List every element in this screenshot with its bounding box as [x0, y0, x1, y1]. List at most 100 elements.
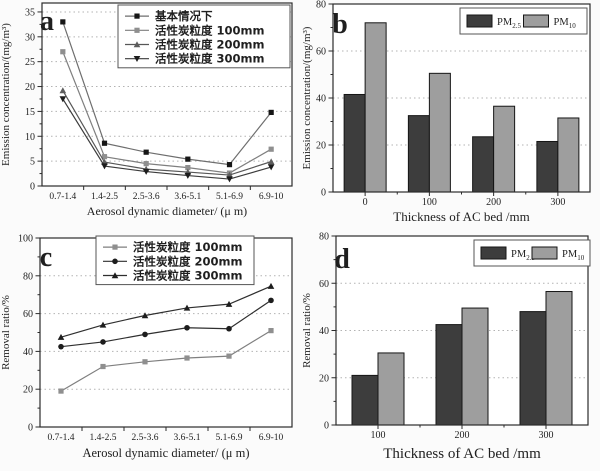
- x-axis-label: Aerosol dynamic diameter/ (μ m): [87, 204, 247, 218]
- series-marker-circle: [142, 331, 148, 338]
- y-tick-label: 0: [321, 188, 326, 199]
- x-category-label: 0: [363, 197, 368, 208]
- legend-label: 活性炭粒度 200mm: [133, 254, 242, 268]
- legend-label: PM2.5: [511, 249, 535, 262]
- y-tick-label: 60: [319, 279, 329, 290]
- series-marker-square: [142, 359, 148, 365]
- y-tick-label: 40: [23, 347, 33, 358]
- series-marker-triangle-down: [142, 168, 150, 175]
- y-axis-label: Removal ratio/%: [0, 295, 12, 370]
- series-line-3: [62, 90, 272, 176]
- legend-label: PM10: [562, 249, 585, 262]
- bar-PM10: [377, 352, 405, 426]
- legend-label: 活性炭粒度 300mm: [133, 269, 242, 283]
- x-axis-label: Thickness of AC bed /mm: [393, 209, 530, 224]
- x-axis-label: Thickness of AC bed /mm: [383, 446, 541, 462]
- y-tick-label: 60: [316, 47, 326, 58]
- x-category-label: 200: [486, 197, 501, 208]
- series-marker-square: [112, 244, 118, 250]
- panel-letter: d: [334, 244, 350, 275]
- series-marker-triangle-up: [226, 171, 233, 178]
- y-tick-label: 10: [25, 132, 35, 143]
- series-marker-square: [101, 140, 108, 146]
- bar-PM10: [557, 117, 580, 193]
- legend-swatch: [480, 246, 507, 260]
- legend-swatch: [523, 14, 549, 28]
- panel-letter: b: [332, 9, 348, 40]
- series-marker-triangle-up: [141, 312, 149, 319]
- x-category-label: 100: [371, 430, 386, 441]
- x-category-label: 5.1-6.9: [216, 192, 243, 202]
- panel-b-chart: 0 20 40 60 80 0 100 200 300 Thickness of AC bed /…: [301, 0, 591, 224]
- series-marker-triangle-up: [267, 158, 275, 165]
- y-tick-label: 80: [316, 0, 326, 11]
- legend-label: 活性炭粒度 100mm: [133, 240, 242, 254]
- x-category-label: 100: [422, 197, 437, 208]
- y-axis-label: Emission concentration/(mg/m³): [0, 23, 12, 166]
- y-tick-label: 80: [23, 271, 33, 282]
- panel-d-chart: 0 20 40 60 80 100 200 300 Thickness of AC bed /m…: [301, 232, 591, 462]
- y-tick-label: 15: [25, 107, 35, 118]
- series-marker-square: [134, 13, 140, 19]
- bar-PM2.5: [519, 311, 547, 426]
- bar-PM10: [461, 307, 489, 426]
- series-marker-triangle-up: [111, 272, 119, 279]
- legend-label: PM10: [554, 17, 577, 30]
- series-line-1: [60, 330, 272, 392]
- series-marker-triangle-up: [57, 333, 65, 340]
- legend-swatch: [531, 246, 558, 260]
- bar-PM10: [493, 105, 516, 193]
- y-tick-label: 35: [25, 7, 35, 18]
- panel-c: 0 20 40 60 80 100 0.7-1.4 1.4-2.5 2.5-3.6 3.6-5.1…: [0, 232, 300, 471]
- series-marker-triangle-up: [59, 87, 67, 94]
- series-marker-square: [101, 154, 108, 160]
- x-category-label: 0.7-1.4: [48, 433, 75, 443]
- y-tick-label: 80: [319, 232, 329, 243]
- series-marker-triangle-up: [99, 321, 107, 328]
- series-line-3: [60, 285, 272, 338]
- panel-c-chart: 0 20 40 60 80 100 0.7-1.4 1.4-2.5 2.5-3.6 3.6-5.1…: [0, 234, 293, 460]
- series-line-1: [62, 21, 272, 166]
- y-axis-label: Removal ratio/%: [301, 293, 313, 368]
- series-marker-circle: [100, 339, 106, 345]
- panel-d: 0 20 40 60 80 100 200 300 Thickness of AC bed /m…: [300, 232, 600, 471]
- series-marker-square: [100, 363, 106, 370]
- x-category-label: 5.1-6.9: [216, 433, 243, 443]
- x-category-label: 6.9-10: [259, 192, 284, 202]
- series-marker-square: [143, 161, 149, 167]
- y-tick-label: 20: [23, 385, 33, 396]
- y-tick-label: 0: [28, 423, 33, 434]
- y-tick-label: 0: [324, 421, 329, 432]
- y-tick-label: 20: [316, 141, 326, 152]
- x-category-label: 2.5-3.6: [132, 433, 159, 443]
- series-marker-circle: [112, 258, 118, 265]
- series-marker-square: [60, 49, 66, 55]
- series-marker-circle: [268, 297, 274, 304]
- series-line-2: [60, 299, 272, 348]
- legend-swatch: [466, 14, 493, 28]
- series-marker-square: [58, 388, 64, 394]
- series-marker-triangle-down: [184, 172, 192, 179]
- x-category-label: 3.6-5.1: [174, 433, 201, 443]
- series-marker-square: [184, 355, 190, 361]
- y-axis-label: Emission concentration/(mg/m³): [301, 26, 313, 169]
- bar-PM10: [428, 72, 451, 193]
- y-tick-label: 25: [25, 57, 35, 68]
- y-tick-label: 40: [319, 326, 329, 337]
- legend-label: 活性炭粒度 300mm: [155, 52, 264, 66]
- bar-PM2.5: [343, 93, 366, 193]
- y-tick-label: 30: [25, 32, 35, 43]
- y-tick-label: 20: [25, 82, 35, 93]
- panel-letter: c: [40, 242, 52, 273]
- y-tick-label: 5: [30, 157, 35, 168]
- bar-PM2.5: [351, 374, 379, 426]
- x-category-label: 300: [539, 430, 554, 441]
- series-marker-triangle-down: [59, 96, 67, 103]
- x-axis-label: Aerosol dynamic diameter/ (μ m): [82, 446, 249, 460]
- series-marker-square: [60, 19, 66, 25]
- series-marker-square: [268, 109, 274, 116]
- x-category-label: 0.7-1.4: [49, 192, 76, 202]
- legend-label: 活性炭粒度 200mm: [155, 38, 264, 52]
- series-marker-triangle-down: [101, 163, 108, 170]
